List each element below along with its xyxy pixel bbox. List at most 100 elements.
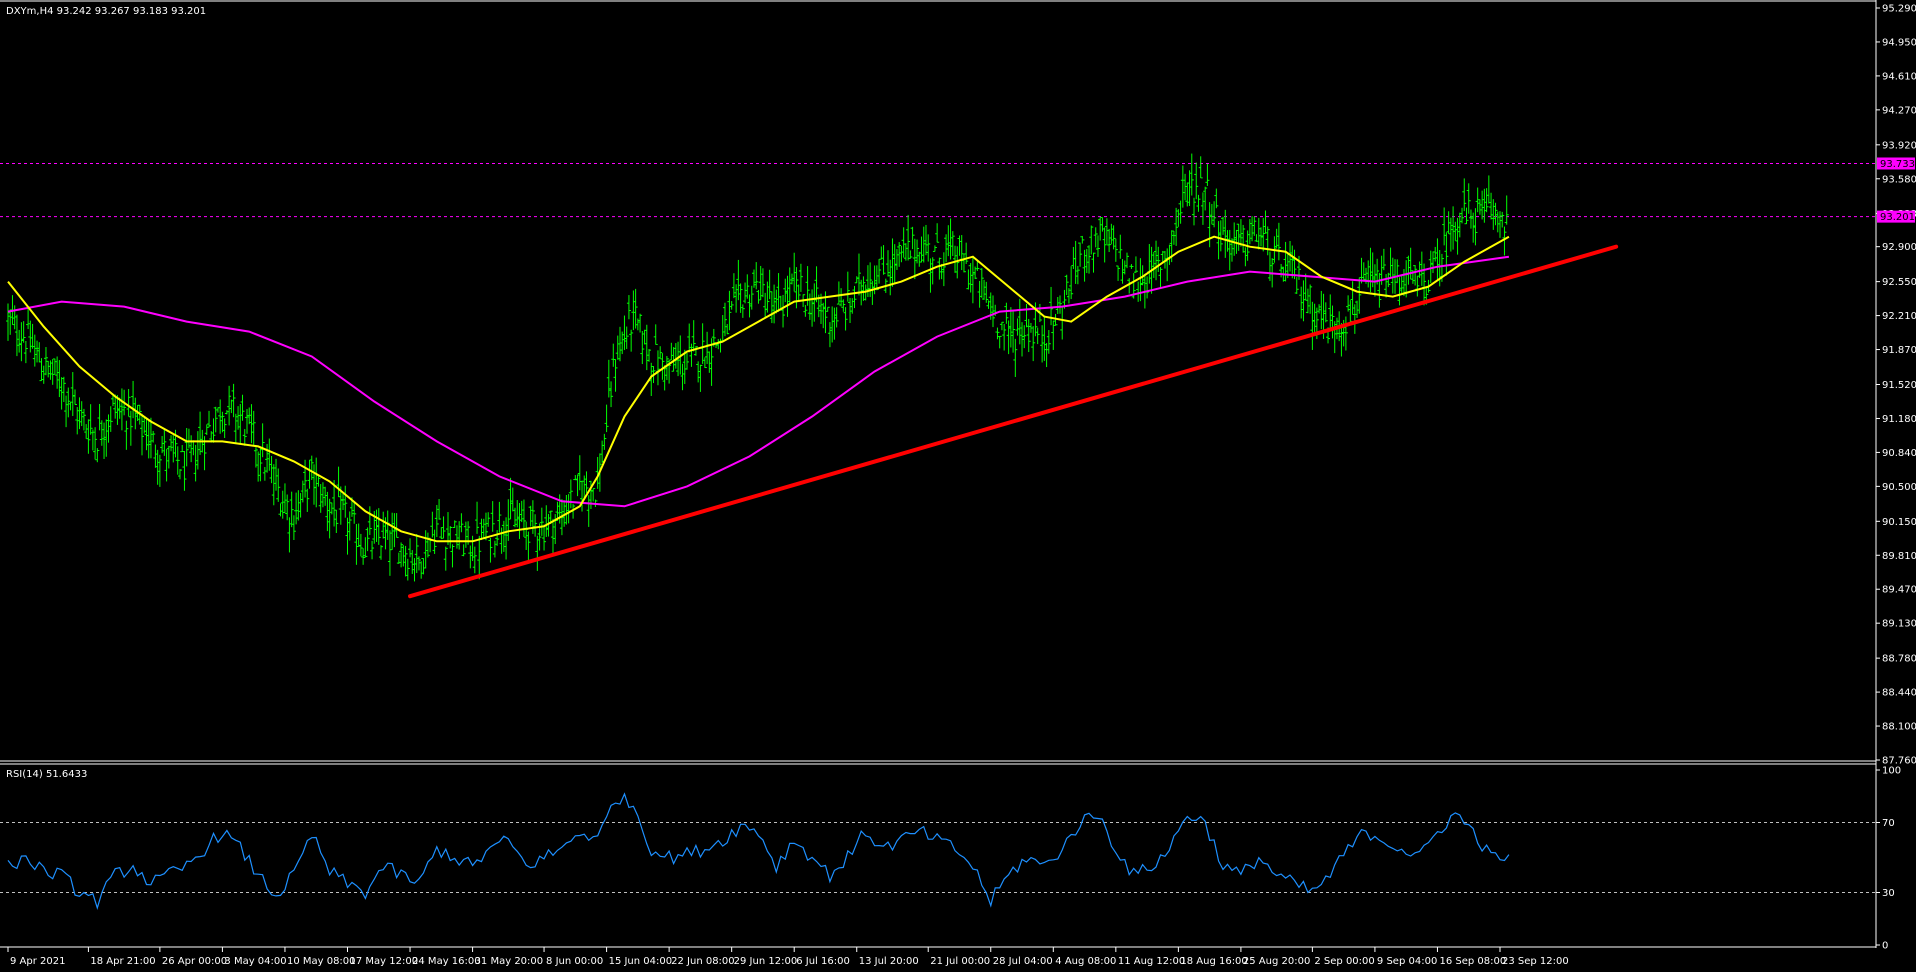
ohlc-bar bbox=[1156, 246, 1161, 272]
ohlc-bar bbox=[745, 274, 750, 299]
ohlc-bar bbox=[470, 535, 475, 562]
ohlc-bar bbox=[729, 301, 734, 310]
ohlc-bar bbox=[133, 397, 138, 430]
price-tick-label: 91.870 bbox=[1882, 345, 1916, 356]
ohlc-bar bbox=[747, 294, 752, 318]
ohlc-bar bbox=[1238, 219, 1243, 247]
ohlc-bar bbox=[1022, 325, 1027, 349]
ohlc-bar bbox=[215, 407, 220, 413]
rsi-line bbox=[7, 792, 1510, 910]
ohlc-bar bbox=[1357, 277, 1362, 314]
ohlc-bar bbox=[1044, 342, 1049, 368]
ohlc-bar bbox=[490, 501, 495, 532]
ohlc-bar bbox=[39, 358, 44, 382]
ohlc-bar bbox=[888, 259, 893, 296]
ohlc-bar bbox=[119, 388, 124, 431]
price-tag-label: 93.733 bbox=[1880, 159, 1915, 170]
ohlc-bar bbox=[59, 377, 64, 410]
trendline[interactable] bbox=[408, 244, 1619, 599]
ohlc-bar bbox=[271, 464, 276, 506]
ohlc-bar bbox=[910, 226, 915, 250]
ohlc-bar bbox=[662, 365, 667, 391]
ohlc-bar bbox=[358, 533, 363, 557]
ohlc-bar bbox=[1328, 294, 1333, 332]
price-tick-label: 88.440 bbox=[1882, 688, 1916, 699]
ohlc-bar bbox=[1471, 212, 1476, 243]
ohlc-bar bbox=[1051, 320, 1056, 350]
ohlc-bar bbox=[653, 324, 658, 345]
ohlc-bar bbox=[975, 261, 980, 271]
ohlc-bar bbox=[1381, 248, 1386, 271]
price-tick-label: 90.840 bbox=[1882, 448, 1916, 459]
ohlc-bar bbox=[513, 507, 518, 528]
time-axis: 9 Apr 2021 18 Apr 21:00 26 Apr 00:003 May … bbox=[7, 947, 1569, 967]
ohlc-bar bbox=[1451, 206, 1456, 250]
price-tick-label: 89.810 bbox=[1882, 551, 1916, 562]
ohlc-bar bbox=[93, 427, 98, 460]
ohlc-bar bbox=[430, 511, 435, 538]
ohlc-bar bbox=[1480, 190, 1485, 220]
ohlc-bar bbox=[367, 506, 372, 535]
ohlc-bar bbox=[1129, 264, 1134, 269]
ohlc-bar bbox=[104, 419, 109, 457]
time-tick-label: 6 Jul 16:00 bbox=[796, 956, 850, 967]
ohlc-bar bbox=[908, 250, 913, 259]
ohlc-bar bbox=[1448, 217, 1453, 252]
ohlc-bar bbox=[1080, 235, 1085, 244]
ohlc-bar bbox=[1116, 265, 1121, 281]
time-tick-label: 16 Sep 08:00 bbox=[1439, 956, 1506, 967]
ohlc-bar bbox=[1057, 295, 1062, 314]
price-tick-label: 95.290 bbox=[1882, 4, 1916, 15]
ohlc-bar bbox=[207, 410, 212, 428]
ohlc-bar bbox=[21, 321, 26, 343]
ohlc-bar bbox=[408, 538, 413, 558]
ohlc-bar bbox=[182, 450, 187, 491]
ohlc-bar bbox=[515, 500, 520, 528]
ohlc-bar bbox=[394, 513, 399, 538]
ohlc-bar bbox=[877, 259, 882, 284]
ohlc-bar bbox=[781, 294, 786, 328]
ohlc-bar bbox=[1355, 300, 1360, 318]
ohlc-bar bbox=[941, 252, 946, 287]
ohlc-bar bbox=[1299, 286, 1304, 319]
ohlc-bar bbox=[298, 493, 303, 518]
ohlc-bar bbox=[1192, 197, 1197, 226]
ohlc-bar bbox=[486, 512, 491, 527]
ohlc-bar bbox=[964, 242, 969, 264]
ohlc-bar bbox=[1133, 256, 1138, 273]
ohlc-bar bbox=[28, 320, 33, 353]
ohlc-bar bbox=[1093, 227, 1098, 248]
ohlc-bar bbox=[1020, 322, 1025, 357]
ohlc-bar bbox=[477, 535, 482, 580]
ohlc-bar bbox=[696, 361, 701, 383]
ohlc-bar bbox=[798, 263, 803, 292]
ohlc-bar bbox=[834, 307, 839, 328]
ohlc-bar bbox=[1075, 265, 1080, 285]
ohlc-bar bbox=[999, 321, 1004, 331]
ohlc-bar bbox=[260, 423, 265, 458]
ohlc-bar bbox=[785, 275, 790, 317]
ohlc-bar bbox=[483, 512, 488, 541]
ohlc-bar bbox=[658, 346, 663, 359]
ohlc-bar bbox=[946, 225, 951, 257]
ohlc-bar bbox=[1377, 272, 1382, 308]
ohlc-bar bbox=[86, 419, 91, 454]
ohlc-bar bbox=[1178, 200, 1183, 224]
ohlc-bar bbox=[1216, 221, 1221, 260]
ohlc-bar bbox=[725, 323, 730, 335]
ohlc-bar bbox=[787, 267, 792, 304]
ohlc-bar bbox=[1236, 223, 1241, 251]
ohlc-bar bbox=[1442, 207, 1447, 246]
ohlc-bar bbox=[184, 428, 189, 467]
ohlc-bar bbox=[37, 342, 42, 363]
ohlc-bar bbox=[950, 231, 955, 257]
ohlc-bar bbox=[575, 474, 580, 497]
ohlc-bar bbox=[939, 263, 944, 280]
ohlc-bar bbox=[332, 480, 337, 527]
time-tick-label: 26 Apr 00:00 bbox=[162, 956, 227, 967]
ohlc-bar bbox=[1397, 277, 1402, 306]
ohlc-bar bbox=[644, 324, 649, 371]
ohlc-bar bbox=[1002, 323, 1007, 351]
